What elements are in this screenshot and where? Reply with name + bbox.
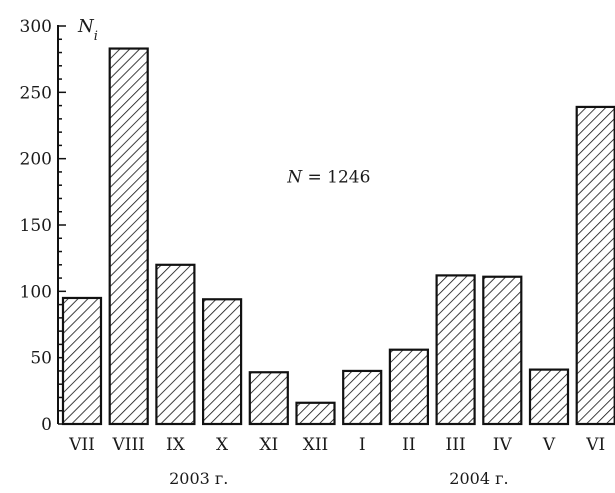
y-tick-label: 250 (20, 83, 52, 103)
group-labels: 2003 г. 2004 г. (169, 469, 508, 488)
year-group-label: 2003 г. (169, 469, 228, 488)
bar-xii (295, 401, 336, 426)
bar-iv (482, 275, 523, 426)
bar-v (528, 368, 570, 426)
category-labels: VII VIII IX X XI XII I II III IV V VI (68, 435, 605, 455)
bar-ii (388, 348, 429, 426)
year-group-label: 2004 г. (449, 469, 508, 488)
y-tick-label: 300 (20, 17, 52, 37)
bars (61, 47, 615, 426)
y-ticks: 0 50 100 150 200 250 300 (20, 17, 66, 435)
category-label: VIII (111, 435, 144, 455)
y-tick-label: 100 (20, 282, 52, 302)
bar-viii (108, 47, 149, 426)
category-label: VII (68, 435, 95, 455)
category-label: IV (493, 435, 513, 455)
category-label: V (542, 435, 556, 455)
category-label: VI (585, 435, 605, 455)
bar-ix (155, 263, 196, 426)
y-axis: 0 50 100 150 200 250 300 (20, 17, 66, 435)
bar-x (202, 298, 243, 426)
bar-vii (61, 296, 103, 426)
y-axis-label: Ni (77, 16, 98, 44)
category-label: IX (166, 435, 186, 455)
y-tick-label: 200 (20, 150, 52, 170)
bar-i (342, 369, 383, 426)
category-label: X (216, 435, 229, 455)
category-label: II (402, 435, 415, 455)
y-tick-label: 50 (30, 349, 52, 369)
bar-xi (248, 371, 289, 426)
category-label: XI (259, 435, 278, 455)
category-label: XII (303, 435, 329, 455)
total-count-annotation: N = 1246 (286, 168, 370, 188)
bar-iii (435, 274, 476, 426)
category-label: I (359, 435, 366, 455)
category-label: III (446, 435, 466, 455)
bar-vi (575, 105, 615, 426)
y-tick-label: 150 (20, 216, 52, 236)
y-tick-label: 0 (41, 415, 52, 435)
